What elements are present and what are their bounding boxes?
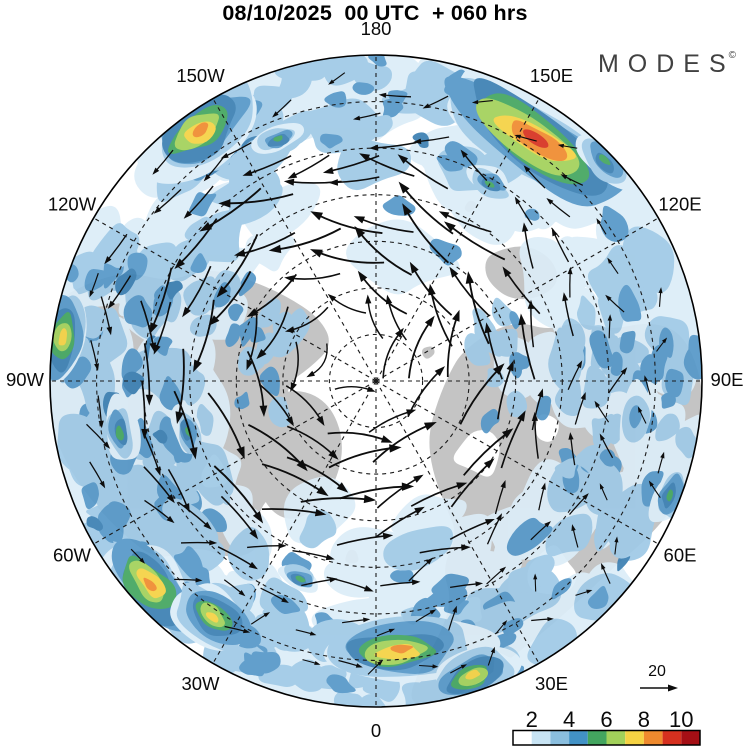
- colorbar-segment: [587, 730, 607, 745]
- meridian-label-150E: 150E: [530, 65, 573, 86]
- meridian-label-90E: 90E: [711, 369, 744, 390]
- colorbar-segment: [550, 730, 570, 745]
- meridian-label-90W: 90W: [6, 369, 45, 390]
- modes-logo-text: MODES: [597, 50, 735, 78]
- colorbar: 2 4 6 8 10: [512, 707, 701, 746]
- meridian-label-150W: 150W: [176, 65, 225, 86]
- reference-arrow-label: 20: [648, 663, 666, 680]
- graticule: [50, 55, 702, 707]
- forecast-title: 08/10/2025 00 UTC + 060 hrs: [222, 1, 528, 25]
- colorbar-segment: [643, 730, 663, 745]
- colorbar-segment: [625, 730, 644, 745]
- colorbar-tick-label: 8: [638, 707, 650, 732]
- modes-logo: MODES©: [598, 50, 736, 79]
- meridian-label-60E: 60E: [664, 544, 697, 565]
- colorbar-tick-label: 10: [669, 707, 693, 732]
- colorbar-segment: [531, 730, 551, 745]
- meridian-label-30E: 30E: [535, 673, 568, 694]
- meridian-label-60W: 60W: [53, 544, 92, 565]
- colorbar-segment: [681, 730, 700, 745]
- colorbar-segment: [606, 730, 626, 745]
- meridian-label-120W: 120W: [48, 193, 97, 214]
- meridian-label-30W: 30W: [181, 673, 220, 694]
- reference-arrow-legend: 20: [640, 663, 678, 692]
- colorbar-segment: [662, 730, 682, 745]
- colorbar-frame: [512, 729, 701, 746]
- copyright-mark: ©: [728, 50, 736, 61]
- meridian-label-180: 180: [361, 18, 392, 39]
- meridian-label-0: 0: [371, 720, 381, 741]
- colorbar-segment: [513, 730, 532, 745]
- map-disc: [50, 55, 702, 707]
- reference-arrow-head: [668, 684, 678, 692]
- colorbar-tick-label: 6: [600, 707, 612, 732]
- meridian-label-120E: 120E: [658, 193, 701, 214]
- colorbar-tick-label: 2: [526, 707, 538, 732]
- colorbar-tick-label: 4: [563, 707, 575, 732]
- colorbar-segment: [569, 730, 588, 745]
- map-boundary: [49, 54, 703, 708]
- wind-arrows: [86, 72, 668, 675]
